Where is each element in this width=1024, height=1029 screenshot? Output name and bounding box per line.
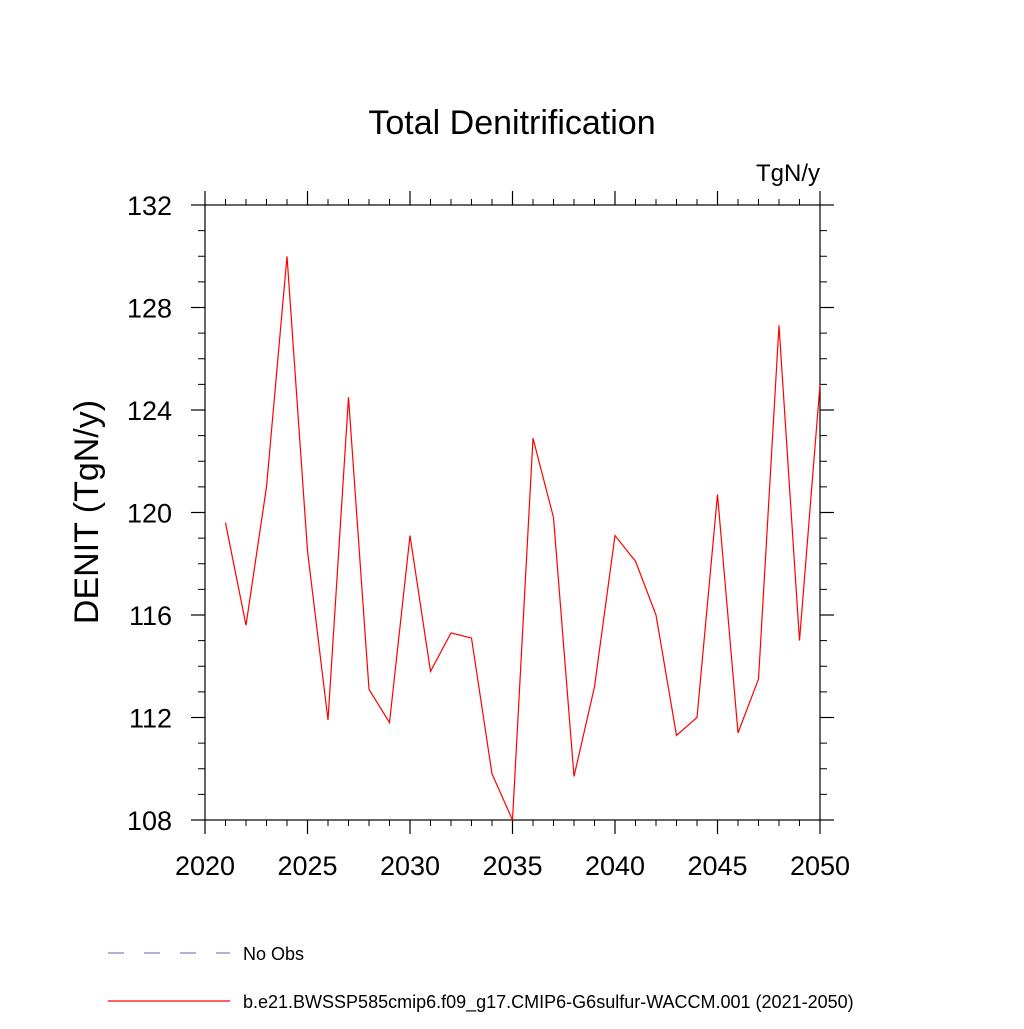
y-tick-label: 132 (127, 191, 172, 221)
legend-label: b.e21.BWSSP585cmip6.f09_g17.CMIP6-G6sulf… (243, 992, 854, 1013)
y-tick-label: 120 (127, 499, 172, 529)
y-tick-label: 124 (127, 396, 172, 426)
y-tick-label: 116 (129, 601, 172, 631)
units-label: TgN/y (756, 160, 820, 187)
series-layer (224, 256, 821, 821)
x-tick-label: 2045 (687, 851, 747, 881)
x-tick-label: 2030 (380, 851, 440, 881)
x-tick-label: 2020 (175, 851, 235, 881)
y-tick-label: 128 (127, 294, 172, 324)
legend: No Obs b.e21.BWSSP585cmip6.f09_g17.CMIP6-… (108, 944, 854, 1013)
series-line (224, 256, 821, 821)
x-tick-label: 2035 (482, 851, 542, 881)
chart-title: Total Denitrification (368, 104, 655, 142)
x-tick-label: 2025 (277, 851, 337, 881)
x-tick-label: 2050 (790, 851, 850, 881)
y-axis-label: DENIT (TgN/y) (68, 400, 106, 624)
y-tick-label: 112 (129, 704, 172, 734)
legend-label: No Obs (243, 944, 304, 964)
axis-tick-labels: 2020 2025 2030 2035 2040 2045 2050 108 112 116 120… (127, 191, 850, 881)
plot-frame (204, 204, 821, 821)
axis-ticks (191, 191, 834, 834)
x-tick-label: 2040 (585, 851, 645, 881)
y-tick-label: 108 (127, 806, 172, 836)
